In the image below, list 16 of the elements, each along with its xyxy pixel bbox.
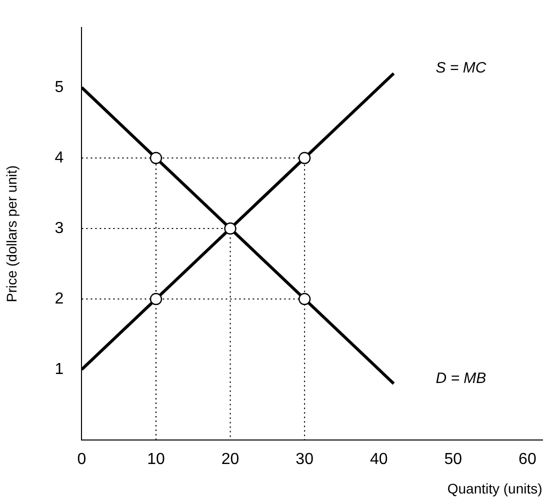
y-tick-label: 1	[54, 360, 64, 378]
x-tick-label: 20	[221, 451, 240, 468]
x-tick-label: 30	[296, 451, 314, 468]
y-axis-title: Price (dollars per unit)	[3, 165, 20, 302]
x-tick-label: 10	[147, 451, 165, 468]
y-tick-label: 4	[54, 149, 64, 166]
text: D = MB	[436, 370, 486, 387]
x-tick-label: 0	[77, 451, 86, 468]
y-tick-label: 5	[54, 78, 64, 96]
x-tick-label: 60	[518, 451, 536, 468]
y-tick-label: 2	[54, 290, 64, 308]
x-tick-label: 40	[370, 451, 388, 468]
x-tick-label: 50	[444, 451, 462, 468]
text: S = MC	[436, 60, 486, 77]
y-tick-label: 3	[54, 220, 64, 237]
x-axis-title: Quantity (units)	[447, 480, 542, 496]
